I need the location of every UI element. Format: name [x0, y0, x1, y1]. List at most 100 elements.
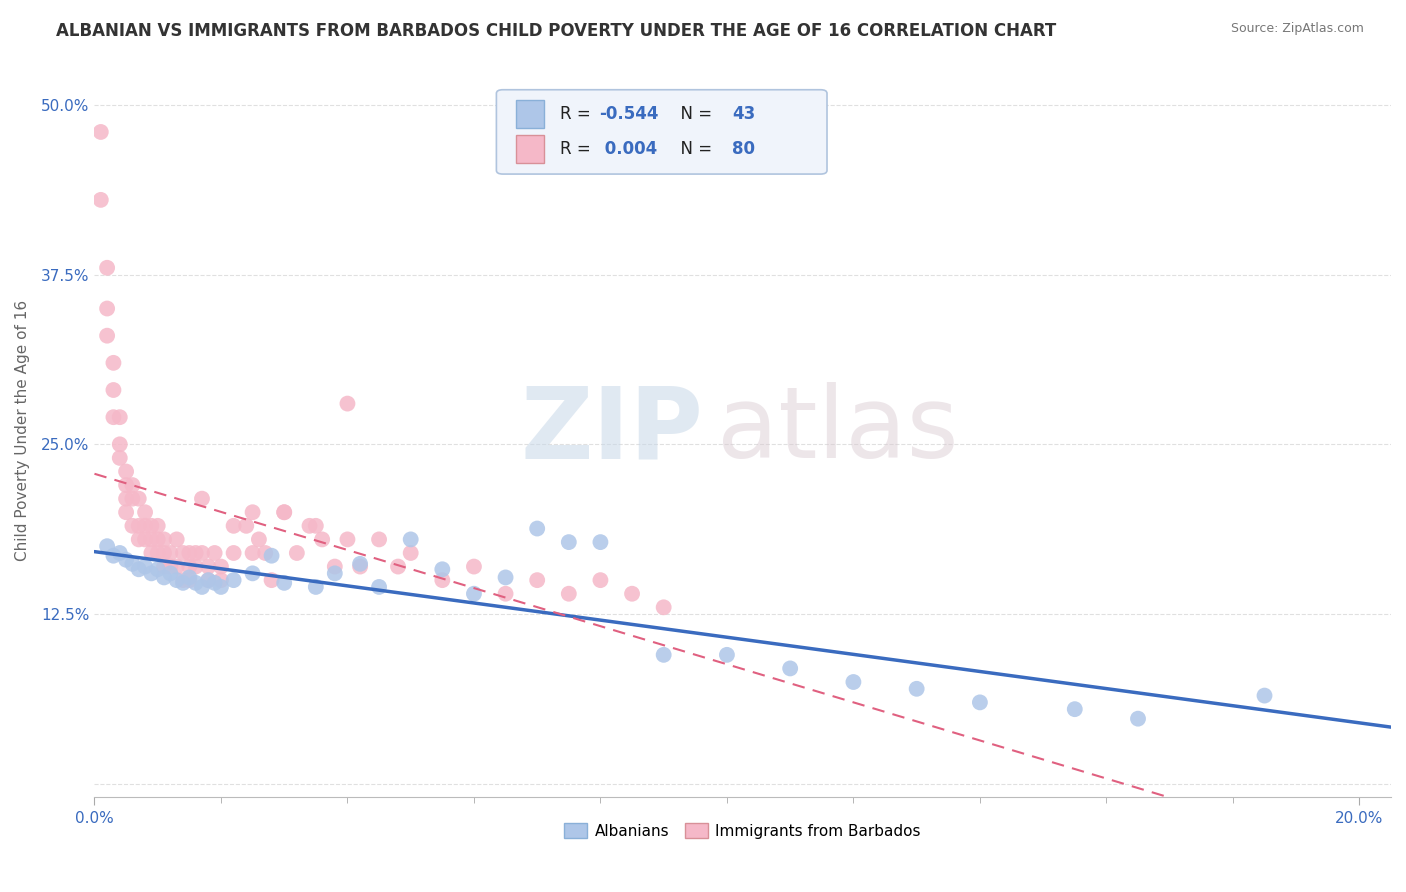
Point — [103, 383, 125, 397]
Point — [242, 566, 264, 581]
Point — [621, 587, 644, 601]
Text: atlas: atlas — [717, 383, 959, 479]
Point — [197, 559, 219, 574]
Text: -0.544: -0.544 — [599, 105, 658, 123]
Text: ALBANIAN VS IMMIGRANTS FROM BARBADOS CHILD POVERTY UNDER THE AGE OF 16 CORRELATI: ALBANIAN VS IMMIGRANTS FROM BARBADOS CHI… — [56, 22, 1056, 40]
Point — [204, 546, 226, 560]
Text: ZIP: ZIP — [522, 383, 704, 479]
Point — [115, 491, 138, 506]
Point — [235, 518, 257, 533]
Text: 43: 43 — [733, 105, 755, 123]
Point — [209, 573, 232, 587]
Point — [204, 575, 226, 590]
Point — [172, 573, 194, 587]
Point — [399, 546, 422, 560]
Point — [115, 553, 138, 567]
Point — [166, 533, 188, 547]
Point — [96, 328, 118, 343]
Point — [121, 478, 143, 492]
Point — [368, 580, 391, 594]
Point — [495, 570, 517, 584]
Point — [146, 562, 169, 576]
Point — [305, 580, 328, 594]
Point — [153, 559, 176, 574]
Point — [336, 533, 359, 547]
Point — [108, 437, 131, 451]
Point — [134, 518, 156, 533]
Point — [96, 539, 118, 553]
Text: R =: R = — [560, 105, 596, 123]
Point — [242, 505, 264, 519]
Point — [96, 260, 118, 275]
Point — [495, 587, 517, 601]
Point — [191, 580, 214, 594]
Point — [179, 546, 201, 560]
Point — [184, 575, 207, 590]
Point — [652, 648, 675, 662]
Point — [652, 600, 675, 615]
Point — [842, 675, 865, 690]
Point — [273, 505, 295, 519]
Point — [103, 410, 125, 425]
Point — [285, 546, 308, 560]
Point — [779, 661, 801, 675]
Point — [432, 562, 454, 576]
Point — [115, 478, 138, 492]
Point — [323, 566, 346, 581]
Text: 0.004: 0.004 — [599, 140, 657, 158]
Point — [222, 573, 245, 587]
Point — [197, 573, 219, 587]
Point — [121, 518, 143, 533]
FancyBboxPatch shape — [496, 90, 827, 174]
Point — [179, 559, 201, 574]
Point — [1126, 712, 1149, 726]
Point — [103, 356, 125, 370]
Point — [134, 505, 156, 519]
Point — [128, 533, 150, 547]
Point — [399, 533, 422, 547]
Point — [222, 546, 245, 560]
Point — [222, 518, 245, 533]
Point — [179, 573, 201, 587]
Point — [141, 533, 163, 547]
Point — [159, 546, 181, 560]
Point — [349, 557, 371, 571]
Point — [146, 546, 169, 560]
Point — [96, 301, 118, 316]
Point — [589, 573, 612, 587]
Point — [108, 410, 131, 425]
Point — [128, 518, 150, 533]
Point — [260, 549, 283, 563]
Point — [336, 396, 359, 410]
Point — [128, 491, 150, 506]
Point — [146, 533, 169, 547]
Y-axis label: Child Poverty Under the Age of 16: Child Poverty Under the Age of 16 — [15, 301, 30, 561]
Point — [108, 546, 131, 560]
Point — [526, 573, 548, 587]
Point — [387, 559, 409, 574]
Point — [298, 518, 321, 533]
Point — [716, 648, 738, 662]
Point — [184, 559, 207, 574]
Point — [905, 681, 928, 696]
Point — [153, 570, 176, 584]
Point — [463, 587, 485, 601]
Point — [558, 535, 581, 549]
Point — [526, 522, 548, 536]
Point — [368, 533, 391, 547]
Point — [172, 575, 194, 590]
Point — [108, 450, 131, 465]
Point — [273, 505, 295, 519]
Point — [103, 549, 125, 563]
Point — [969, 695, 991, 709]
Point — [191, 546, 214, 560]
Point — [115, 505, 138, 519]
Point — [197, 573, 219, 587]
Point — [153, 546, 176, 560]
Point — [115, 465, 138, 479]
FancyBboxPatch shape — [516, 136, 544, 163]
Point — [153, 533, 176, 547]
Point — [146, 518, 169, 533]
Point — [254, 546, 277, 560]
Point — [121, 491, 143, 506]
